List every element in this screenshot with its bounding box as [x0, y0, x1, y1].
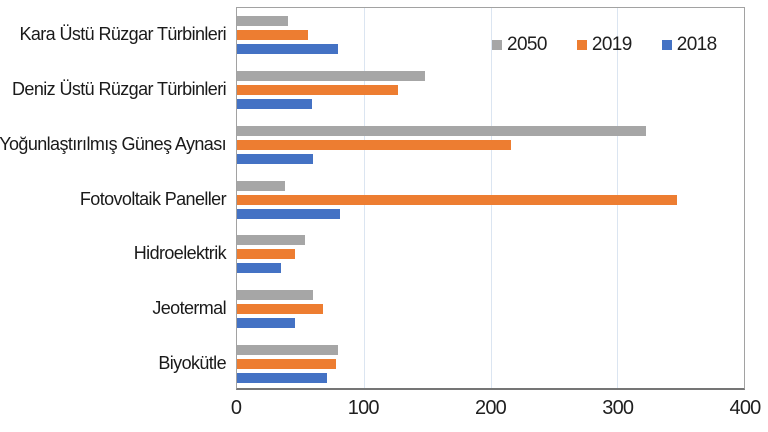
category-label: Fotovoltaik Paneller	[79, 188, 227, 209]
legend-swatch-2019	[576, 40, 587, 50]
bar-2018-cat4	[237, 263, 282, 274]
category-label: Biyokütle	[158, 352, 226, 373]
legend-swatch-2050	[492, 40, 502, 50]
bar-2050-cat2	[237, 125, 647, 136]
legend-item-2050: 2050	[492, 34, 547, 56]
legend-item-2019: 2019	[576, 34, 632, 56]
legend-item-2018: 2018	[661, 34, 717, 56]
bar-2050-cat4	[237, 235, 306, 246]
bar-2019-cat4	[237, 249, 296, 260]
bar-2019-cat0	[237, 30, 308, 41]
category-label: Jeotermal	[152, 297, 226, 318]
legend-label-2050: 2050	[507, 34, 547, 55]
x-tick-label-200: 200	[475, 397, 507, 419]
bar-2018-cat6	[237, 372, 327, 383]
bar-2019-cat3	[237, 194, 677, 205]
bar-2019-cat5	[237, 303, 324, 314]
bar-2018-cat1	[237, 99, 312, 110]
legend-swatch-2018	[661, 40, 672, 50]
bar-2050-cat0	[237, 16, 288, 27]
category-label: Yoğunlaştırılmış Güneş Aynası	[0, 133, 227, 154]
bar-2050-cat6	[237, 344, 339, 355]
legend-label-2018: 2018	[676, 34, 717, 55]
category-label: Kara Üstü Rüzgar Türbinleri	[19, 24, 226, 45]
bar-2019-cat2	[237, 139, 511, 150]
legend: 2050 2019 2018	[492, 34, 717, 56]
bar-2018-cat2	[237, 153, 314, 164]
bar-2018-cat0	[237, 44, 339, 55]
x-tick-label-0: 0	[230, 397, 242, 419]
bar-2018-cat5	[237, 317, 296, 328]
bar-2050-cat3	[237, 180, 286, 191]
legend-label-2019: 2019	[591, 34, 632, 55]
bar-2019-cat1	[237, 85, 398, 96]
bar-2018-cat3	[237, 208, 340, 219]
bar-2050-cat5	[237, 289, 314, 300]
x-tick-label-100: 100	[347, 397, 380, 419]
category-label: Deniz Üstü Rüzgar Türbinleri	[12, 79, 227, 100]
bar-2050-cat1	[237, 71, 425, 82]
x-tick-label-400: 400	[729, 397, 762, 419]
bar-2019-cat6	[237, 358, 336, 369]
x-tick-label-300: 300	[602, 397, 634, 419]
plot-area: 2050 2019 2018	[236, 7, 745, 390]
category-label: Hidroelektrik	[133, 243, 227, 264]
